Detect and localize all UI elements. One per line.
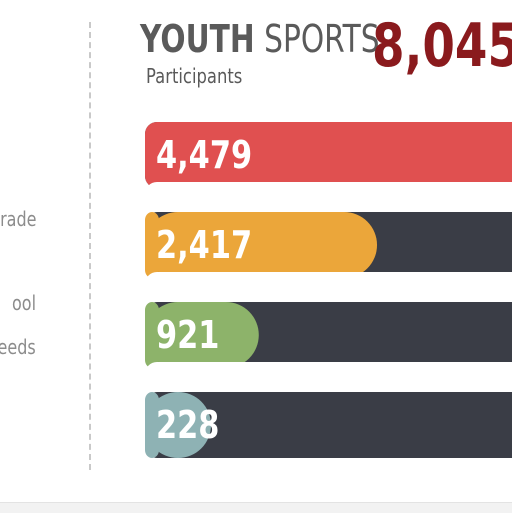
bar-3	[145, 302, 259, 368]
ribbon-separator-2	[145, 278, 512, 296]
ribbon-separator-1	[145, 188, 512, 206]
bar-4	[145, 392, 211, 458]
bar-value-label-4: 228	[156, 404, 219, 448]
bar-left-cap-4	[145, 392, 159, 458]
bar-value-label-1: 4,479	[156, 134, 252, 178]
dashed-divider	[89, 22, 91, 470]
left-label-2: ool	[11, 291, 36, 315]
bar-1	[145, 122, 512, 188]
bar-value-label-3: 921	[156, 314, 219, 358]
bar-left-cap-2	[145, 212, 159, 278]
chart-title-light: SPORTS	[264, 17, 380, 61]
chart-subtitle: Participants	[146, 64, 243, 88]
bar-value-label-2: 2,417	[156, 224, 252, 268]
bar-2	[145, 212, 378, 278]
chart-title-bold: YOUTH	[140, 17, 255, 61]
ribbon-separator-3	[145, 368, 512, 386]
left-labels: rade ool eeds	[0, 0, 80, 512]
total-participants: 8,045	[372, 11, 512, 81]
bar-row-1: 4,479	[145, 122, 512, 188]
left-label-3: eeds	[0, 335, 36, 359]
bottom-strip	[0, 502, 512, 513]
bar-track-4	[145, 392, 512, 458]
left-label-1: rade	[0, 207, 36, 231]
bar-left-cap-3	[145, 302, 159, 368]
chart-title: YOUTH SPORTS	[140, 20, 380, 58]
